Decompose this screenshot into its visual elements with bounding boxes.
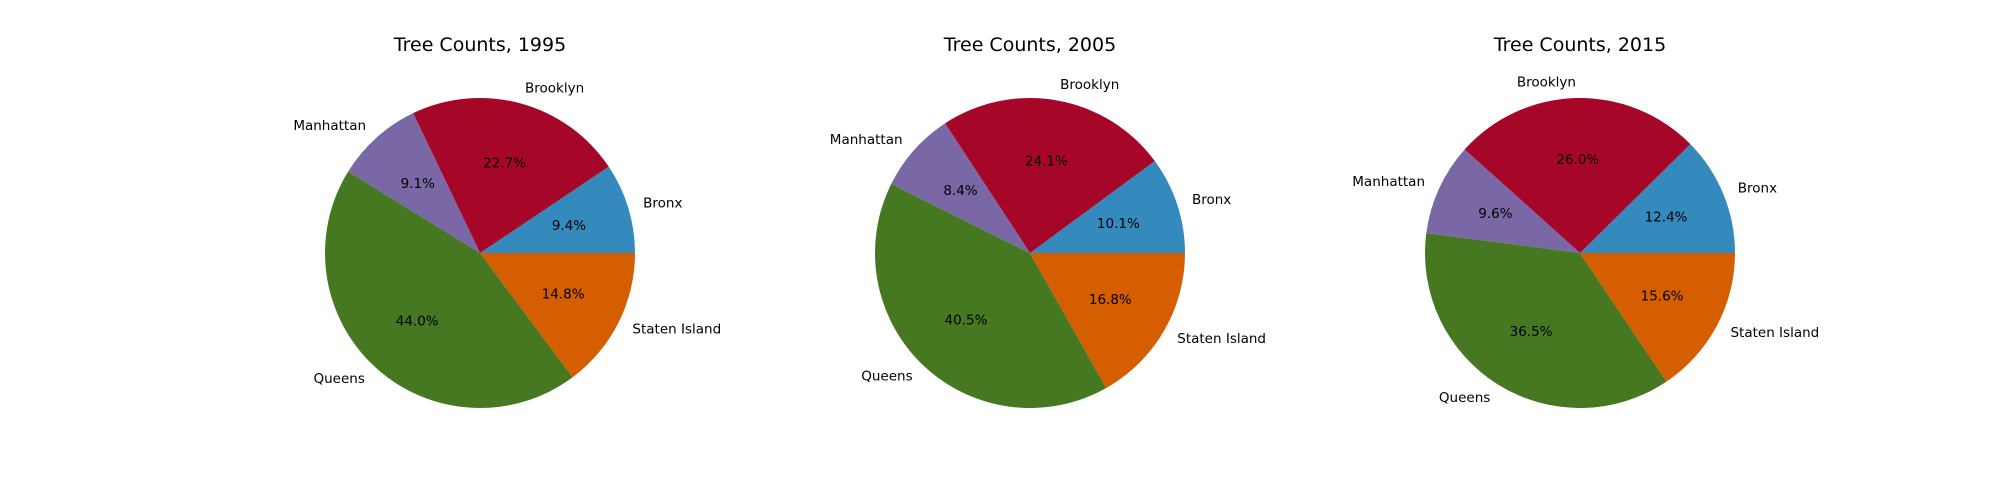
slice-label-staten-island: Staten Island bbox=[1730, 325, 1819, 341]
pie-slice-brooklyn bbox=[413, 97, 609, 253]
slice-label-brooklyn: Brooklyn bbox=[1517, 75, 1576, 91]
slice-percent-staten-island: 15.6% bbox=[1641, 289, 1684, 305]
pie-slice-brooklyn bbox=[945, 98, 1155, 254]
slice-label-brooklyn: Brooklyn bbox=[1060, 77, 1119, 93]
slice-label-bronx: Bronx bbox=[643, 195, 682, 211]
slice-percent-staten-island: 16.8% bbox=[1089, 292, 1132, 308]
slice-label-manhattan: Manhattan bbox=[830, 132, 903, 148]
slice-label-staten-island: Staten Island bbox=[632, 321, 721, 337]
slice-label-manhattan: Manhattan bbox=[293, 118, 366, 134]
pie-chart-1: Tree Counts, 1995 Bronx 9.4% Brooklyn 22.7% M… bbox=[293, 34, 721, 408]
pie-slice-manhattan bbox=[1426, 149, 1580, 253]
slice-label-queens: Queens bbox=[861, 369, 912, 385]
pie-chart-3: Tree Counts, 2015 Bronx 12.4% Brooklyn 26.0%… bbox=[1352, 34, 1819, 409]
pie-slice-staten-island bbox=[480, 253, 635, 378]
slice-percent-brooklyn: 22.7% bbox=[483, 155, 526, 171]
pie-slice-queens bbox=[1424, 233, 1667, 409]
slice-percent-bronx: 9.4% bbox=[552, 218, 586, 234]
pie-slice-queens bbox=[325, 171, 573, 408]
slice-percent-staten-island: 14.8% bbox=[542, 287, 585, 303]
slice-percent-manhattan: 9.6% bbox=[1478, 206, 1512, 222]
pie-slice-manhattan bbox=[348, 113, 480, 253]
pie-slice-bronx bbox=[1580, 144, 1735, 253]
pie-chart-2: Tree Counts, 2005 Bronx 10.1% Brooklyn 24.1%… bbox=[830, 34, 1266, 409]
chart-title: Tree Counts, 1995 bbox=[393, 34, 566, 56]
slice-percent-bronx: 12.4% bbox=[1645, 210, 1688, 226]
pie-slice-staten-island bbox=[1030, 253, 1185, 388]
slice-percent-manhattan: 9.1% bbox=[401, 176, 435, 192]
slice-percent-brooklyn: 26.0% bbox=[1556, 152, 1599, 168]
slice-label-bronx: Bronx bbox=[1192, 192, 1231, 208]
slice-percent-bronx: 10.1% bbox=[1097, 216, 1140, 232]
slice-label-queens: Queens bbox=[1439, 390, 1490, 406]
slice-percent-queens: 40.5% bbox=[945, 312, 988, 328]
slice-percent-brooklyn: 24.1% bbox=[1025, 153, 1068, 169]
slice-label-bronx: Bronx bbox=[1738, 180, 1777, 196]
pie-slice-queens bbox=[874, 183, 1107, 409]
slice-label-manhattan: Manhattan bbox=[1352, 174, 1425, 190]
pie-slice-bronx bbox=[1030, 161, 1185, 253]
slice-label-staten-island: Staten Island bbox=[1177, 331, 1266, 347]
pie-slice-staten-island bbox=[1580, 253, 1735, 382]
pie-slice-manhattan bbox=[891, 123, 1030, 254]
slice-percent-manhattan: 8.4% bbox=[943, 183, 977, 199]
chart-title: Tree Counts, 2015 bbox=[1493, 34, 1666, 56]
slice-percent-queens: 36.5% bbox=[1510, 324, 1553, 340]
chart-title: Tree Counts, 2005 bbox=[943, 34, 1116, 56]
slice-percent-queens: 44.0% bbox=[396, 314, 439, 330]
slice-label-queens: Queens bbox=[313, 371, 364, 387]
slice-label-brooklyn: Brooklyn bbox=[525, 81, 584, 97]
pie-slice-brooklyn bbox=[1464, 98, 1691, 253]
pie-slice-bronx bbox=[480, 166, 635, 253]
